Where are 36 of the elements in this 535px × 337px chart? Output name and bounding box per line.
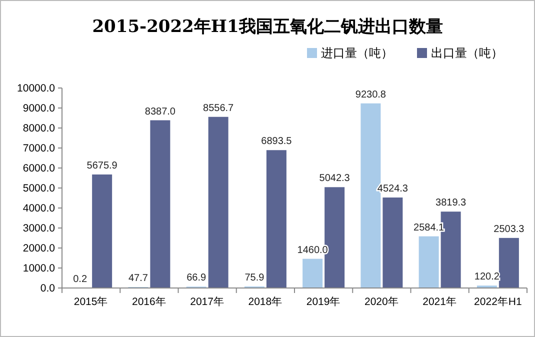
data-label: 120.2 [474,272,500,283]
x-tick-label: 2015年 [74,296,108,308]
data-label: 66.9 [186,272,206,284]
y-tick-label: 8000.0 [22,122,56,135]
y-tick-label: 10000.0 [17,82,56,95]
data-label: 75.9 [244,272,265,284]
data-label: 2503.3 [494,224,525,235]
data-label: 5042.3 [319,173,350,184]
x-tick-label: 2016年 [132,296,166,308]
data-label: 4524.3 [377,184,408,195]
x-tick-label: 2022年H1 [474,296,522,308]
legend-label: 出口量（吨） [431,46,503,60]
y-tick-label: 0.0 [40,282,56,295]
y-tick-label: 5000.0 [22,182,56,195]
x-tick-label: 2020年 [364,296,399,308]
data-label: 8387.0 [144,106,176,118]
x-tick-label: 2019年 [306,296,341,308]
data-label: 47.7 [128,273,148,284]
y-tick-label: 9000.0 [22,102,56,115]
x-tick-label: 2018年 [248,296,283,308]
data-label: 9230.8 [355,89,386,100]
y-tick-label: 4000.0 [22,202,56,215]
data-label: 6893.5 [261,136,292,148]
y-tick-label: 2000.0 [22,242,56,255]
y-tick-label: 3000.0 [22,222,56,235]
x-tick-label: 2021年 [422,296,457,308]
data-label: 3819.3 [436,198,467,209]
data-label: 5675.9 [86,160,118,172]
y-tick-label: 1000.0 [22,262,56,275]
data-label: 0.2 [73,274,88,285]
chart-title: 2015-2022年H1我国五氧化二钒进出口数量 [92,17,443,37]
y-tick-label: 6000.0 [22,162,56,175]
y-tick-label: 7000.0 [22,142,56,155]
legend-label: 进口量（吨） [321,46,393,60]
data-label: 8556.7 [203,102,234,114]
x-tick-label: 2017年 [190,296,224,308]
